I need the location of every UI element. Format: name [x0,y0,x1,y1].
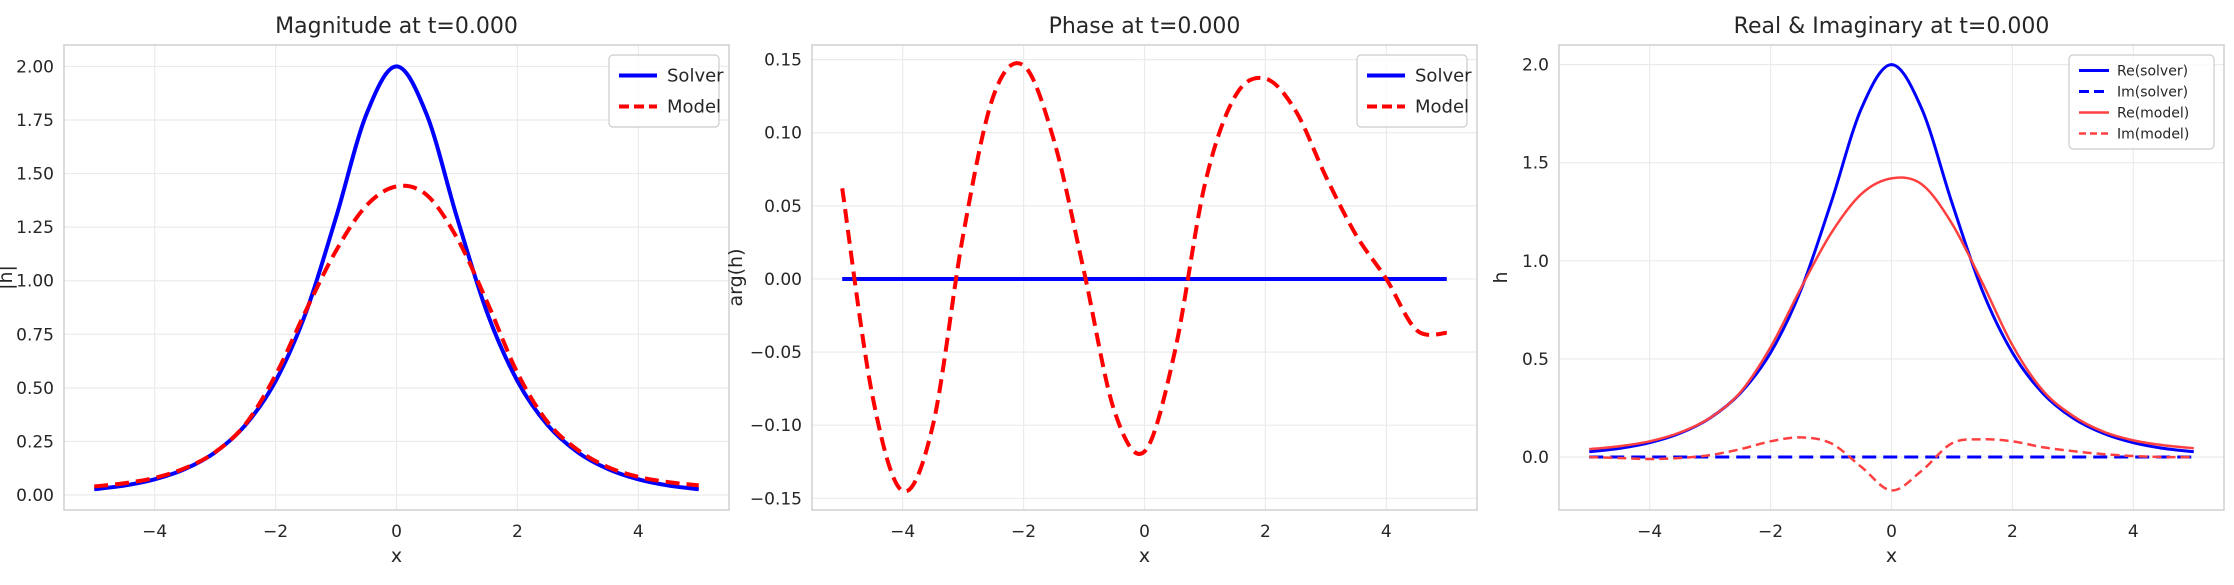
legend-box [1356,54,1468,128]
legend: Solver Model [1356,54,1472,128]
legend-box [608,54,720,128]
x-tick-label: −4 [142,522,167,542]
y-axis-label: arg(h) [725,248,747,306]
x-tick-label: 4 [1381,522,1392,542]
y-tick-label: 0.00 [764,270,802,290]
legend-label-model: Model [667,97,721,118]
legend-label-model: Model [1415,97,1469,118]
y-tick-label: 0.00 [16,486,54,506]
legend: Re(solver) Im(solver) Re(model) Im(model) [2068,54,2215,150]
y-tick-label: 0.0 [1522,448,1549,468]
x-tick-label: 0 [1139,522,1150,542]
y-tick-label: 2.0 [1522,56,1549,76]
subplot-2: −4 −2 0 2 4 −0.15 −0.10 −0.05 0.00 0.05 0.10 0.15 x a… [725,14,1478,567]
series-line-re-model [1589,176,2194,451]
y-tick-label: 1.5 [1522,154,1549,174]
chart-title: Magnitude at t=0.000 [275,14,518,39]
x-tick-label: −2 [1758,522,1783,542]
x-tick-label: 4 [2128,522,2139,542]
axes-frame [811,44,1478,511]
y-axis-label: h [1490,271,1512,283]
y-tick-label: 2.00 [16,57,54,77]
y-axis-label: |h| [0,265,17,290]
x-tick-label: −2 [1011,522,1036,542]
x-tick-label: −4 [1637,522,1662,542]
y-tick-label: 0.75 [16,325,54,345]
y-tick-label: 0.25 [16,432,54,452]
legend-label-im-solver: Im(solver) [2117,85,2188,101]
y-tick-label: −0.15 [750,489,802,509]
axes-frame [1558,44,2225,511]
x-axis-label: x [1886,545,1897,567]
legend-label-re-model: Re(model) [2117,106,2189,122]
legend: Solver Model [608,54,724,128]
x-tick-label: 2 [512,522,523,542]
y-tick-label: −0.05 [750,343,802,363]
series-line-model [94,183,699,489]
y-tick-label: 1.00 [16,272,54,292]
x-tick-label: 0 [1886,522,1897,542]
y-tick-label: 1.0 [1522,252,1549,272]
y-tick-label: 1.50 [16,165,54,185]
chart-title: Real & Imaginary at t=0.000 [1734,14,2050,39]
legend-label-solver: Solver [1415,66,1472,87]
y-tick-label: 1.75 [16,111,54,131]
legend-box [2068,54,2215,150]
x-tick-label: 2 [1260,522,1271,542]
legend-label-solver: Solver [667,66,724,87]
y-tick-label: 0.15 [764,51,802,71]
legend-label-im-model: Im(model) [2117,127,2189,143]
y-tick-label: 0.05 [764,197,802,217]
y-tick-label: 0.50 [16,379,54,399]
chart-title: Phase at t=0.000 [1049,14,1241,39]
x-tick-label: 2 [2007,522,2018,542]
x-tick-label: −2 [263,522,288,542]
series-line-model [840,61,1447,494]
x-axis-label: x [1139,545,1150,567]
y-tick-label: 0.10 [764,124,802,144]
series-line-im-model [1589,436,2194,492]
subplot-3: −4 −2 0 2 4 0.0 0.5 1.0 1.5 2.0 x h Real & Imaginary… [1490,14,2225,567]
subplot-1: −4 −2 0 2 4 0.00 0.25 0.50 0.75 1.00 1.25 1.50 1.75 2… [0,14,730,567]
y-tick-label: 0.5 [1522,350,1549,370]
x-tick-label: 0 [391,522,402,542]
axes-frame [63,44,730,511]
legend-label-re-solver: Re(solver) [2117,64,2188,80]
x-axis-label: x [391,545,402,567]
y-tick-label: −0.10 [750,416,802,436]
y-tick-label: 1.25 [16,218,54,238]
x-tick-label: 4 [633,522,644,542]
x-tick-label: −4 [890,522,915,542]
